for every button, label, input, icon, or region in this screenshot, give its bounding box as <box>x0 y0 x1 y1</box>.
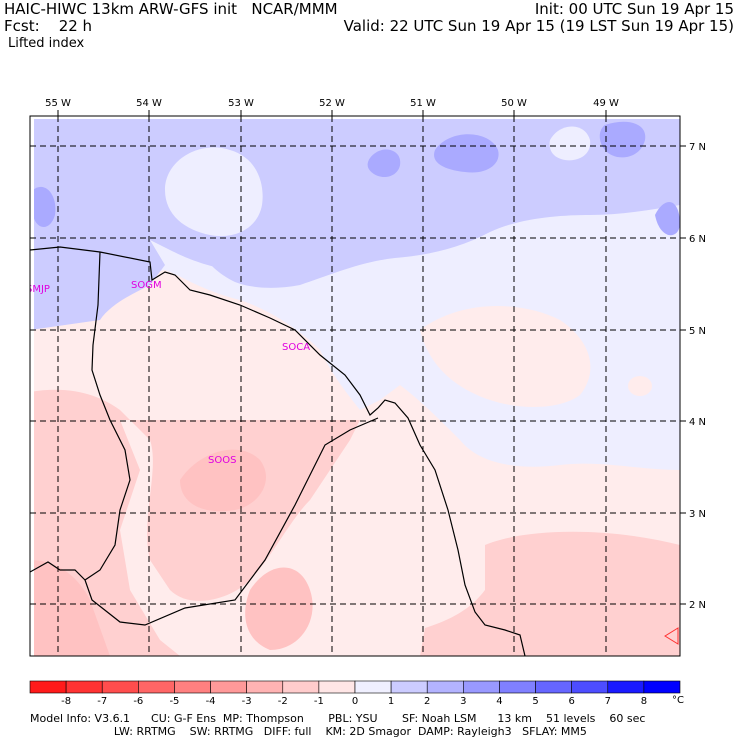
colorbar-tick-label: -1 <box>314 696 324 707</box>
shade-3-to-4-patch-e <box>655 202 680 236</box>
map-frame <box>29 115 681 657</box>
station-sogm: SOGM <box>131 280 162 291</box>
lat-label-6n: 6 N <box>689 234 706 245</box>
colorbar-tick-label: -6 <box>133 696 143 707</box>
colorbar: -8 -7 -6 -5 -4 -3 -2 -1 0 1 2 3 4 5 6 7 8 <box>29 680 681 707</box>
colorbar-swatch <box>426 680 464 694</box>
lat-label-5n: 5 N <box>689 326 706 337</box>
model-info-line1: Model Info: V3.6.1 CU: G-F Ens MP: Thomp… <box>30 712 646 725</box>
shade-3-to-4-patch-b <box>434 134 499 173</box>
colorbar-tick-label: 3 <box>460 696 466 707</box>
colorbar-tick-label: 6 <box>568 696 574 707</box>
colorbar-swatch <box>607 680 645 694</box>
colorbar-swatch <box>101 680 139 694</box>
colorbar-swatch <box>643 680 681 694</box>
shade-0-to-1-spot <box>628 376 652 396</box>
coastlines-and-borders <box>30 246 526 656</box>
colorbar-swatch <box>318 680 356 694</box>
axis-ticks <box>57 110 686 605</box>
field-name: Lifted index <box>8 36 85 51</box>
colorbar-tick-label: 4 <box>496 696 502 707</box>
shade-1-to-2-northeast-hole <box>549 126 591 161</box>
colorbar-swatch <box>65 680 103 694</box>
colorbar-swatch <box>210 680 247 694</box>
lon-label-50w: 50 W <box>501 98 527 109</box>
colorbar-swatch <box>282 680 320 694</box>
shade-minus2-edge <box>664 627 679 645</box>
init-time: Init: 00 UTC Sun 19 Apr 15 <box>534 0 734 18</box>
valid-time: Valid: 22 UTC Sun 19 Apr 15 (19 LST Sun … <box>343 17 734 35</box>
colorbar-swatch <box>571 680 609 694</box>
lat-label-7n: 7 N <box>689 142 706 153</box>
shade-2-to-3-west <box>30 240 165 330</box>
colorbar-tick-label: 8 <box>641 696 647 707</box>
model-title: HAIC-HIWC 13km ARW-GFS init NCAR/MMM <box>4 0 338 18</box>
colorbar-tick-label: 7 <box>605 696 611 707</box>
lon-label-52w: 52 W <box>319 98 345 109</box>
forecast-hour: Fcst: 22 h <box>4 17 93 35</box>
lon-label-49w: 49 W <box>593 98 619 109</box>
lon-label-55w: 55 W <box>45 98 71 109</box>
colorbar-tick-label: 2 <box>424 696 430 707</box>
lat-label-4n: 4 N <box>689 417 706 428</box>
shade-3-to-4-patch-a <box>367 149 401 178</box>
lat-label-2n: 2 N <box>689 600 706 611</box>
colorbar-swatch <box>354 680 392 694</box>
colorbar-swatch <box>499 680 536 694</box>
shade-3-to-4-patch-d <box>33 186 56 228</box>
colorbar-swatch <box>390 680 428 694</box>
colorbar-swatch <box>29 680 67 694</box>
station-soos: SOOS <box>208 455 236 466</box>
colorbar-swatch <box>138 680 175 694</box>
lat-label-3n: 3 N <box>689 509 706 520</box>
colorbar-swatch <box>174 680 211 694</box>
lon-label-53w: 53 W <box>228 98 254 109</box>
colorbar-unit: °C <box>672 695 684 706</box>
shade-minus1-coastal <box>180 449 266 512</box>
shade-3-to-4-patch-c <box>599 121 646 158</box>
colorbar-tick-label: -2 <box>278 696 288 707</box>
station-smjp: SMJP <box>26 284 50 295</box>
colorbar-tick-label: -5 <box>169 696 179 707</box>
colorbar-swatch <box>246 680 284 694</box>
lon-label-54w: 54 W <box>136 98 162 109</box>
colorbar-tick-label: -7 <box>97 696 107 707</box>
colorbar-tick-label: -3 <box>242 696 252 707</box>
model-info-line2: LW: RRTMG SW: RRTMG DIFF: full KM: 2D Sm… <box>30 725 587 738</box>
colorbar-tick-label: 0 <box>352 696 358 707</box>
shade-1-to-2-north-hole <box>165 147 263 237</box>
colorbar-tick-label: -8 <box>61 696 71 707</box>
lat-lon-grid <box>30 116 680 656</box>
station-soca: SOCA <box>282 342 310 353</box>
lon-label-51w: 51 W <box>410 98 436 109</box>
shade-minus1-sw-corner <box>30 560 110 656</box>
shade-0-to-1-east-notch <box>420 306 591 407</box>
colorbar-tick-label: -4 <box>206 696 216 707</box>
colorbar-tick-label: 1 <box>388 696 394 707</box>
shade-minus1-south-center <box>245 567 313 650</box>
colorbar-swatch <box>463 680 500 694</box>
colorbar-swatch <box>535 680 572 694</box>
colorbar-tick-label: 5 <box>532 696 538 707</box>
